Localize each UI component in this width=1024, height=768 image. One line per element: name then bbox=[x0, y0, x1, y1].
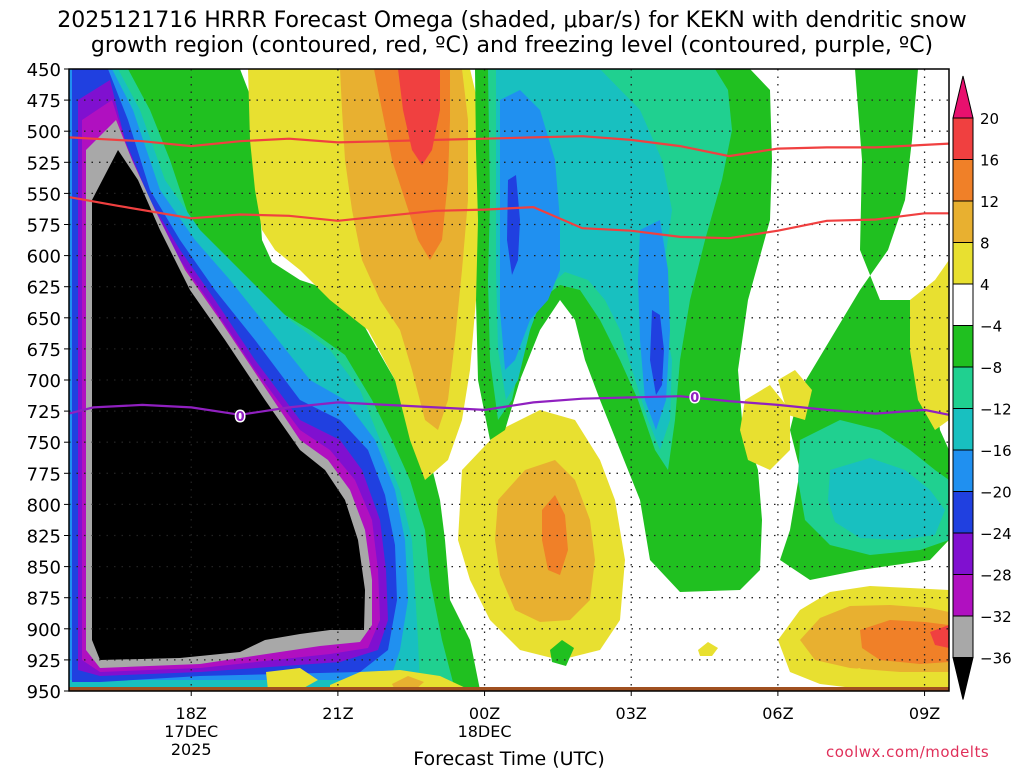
colorbar-label: −12 bbox=[980, 401, 1012, 419]
colorbar-label: 12 bbox=[980, 193, 999, 211]
colorbar-label: 20 bbox=[980, 110, 999, 128]
y-tick-label: 475 bbox=[27, 91, 61, 112]
colorbar-label: −24 bbox=[980, 525, 1012, 543]
freezing-level-line bbox=[68, 395, 950, 416]
colorbar-label: −28 bbox=[980, 567, 1012, 585]
colorbar-under-arrow bbox=[952, 657, 974, 700]
x-tick-label: 18Z bbox=[176, 704, 207, 723]
x-tick-date-label: 18DEC bbox=[458, 722, 512, 741]
freezing-level-label: 0 bbox=[690, 391, 699, 406]
chart-title-line2: growth region (contoured, red, ºC) and f… bbox=[90, 33, 934, 58]
dendritic-growth-line bbox=[68, 196, 949, 240]
x-axis-label: Forecast Time (UTC) bbox=[413, 748, 604, 768]
x-tick-date-label: 17DEC bbox=[164, 722, 218, 741]
colorbar-bin bbox=[952, 325, 974, 368]
y-tick-label: 825 bbox=[27, 527, 61, 548]
y-tick-label: 725 bbox=[27, 402, 61, 423]
colorbar-bin bbox=[952, 117, 974, 160]
y-tick-label: 775 bbox=[27, 464, 61, 485]
y-tick-label: 700 bbox=[27, 371, 61, 392]
freezing-level-label: 0 bbox=[236, 410, 245, 425]
colorbar-bin bbox=[952, 242, 974, 285]
x-tick-year-label: 2025 bbox=[171, 740, 212, 759]
colorbar-bin bbox=[952, 283, 974, 326]
y-tick-label: 450 bbox=[27, 60, 61, 81]
colorbar-bin bbox=[952, 200, 974, 243]
y-tick-label: 500 bbox=[27, 122, 61, 143]
colorbar-label: −32 bbox=[980, 608, 1012, 626]
y-tick-label: 650 bbox=[27, 309, 61, 330]
credit-text: coolwx.com/modelts bbox=[826, 743, 990, 761]
y-tick-label: 925 bbox=[27, 651, 61, 672]
colorbar: 20 16 12 8 4 −4 −8 −12 −16 −20 −24 −28 −32 −36 bbox=[952, 75, 1012, 700]
colorbar-bin bbox=[952, 408, 974, 451]
y-tick-label: 875 bbox=[27, 589, 61, 610]
omega-shading bbox=[69, 69, 949, 691]
y-tick-label: 525 bbox=[27, 153, 61, 174]
colorbar-label: −20 bbox=[980, 484, 1012, 502]
chart-grid bbox=[69, 69, 949, 691]
colorbar-over-arrow bbox=[952, 75, 974, 119]
y-tick-label: 850 bbox=[27, 558, 61, 579]
colorbar-label: −8 bbox=[980, 359, 1002, 377]
colorbar-label: 8 bbox=[980, 235, 990, 253]
colorbar-bin bbox=[952, 491, 974, 534]
colorbar-bin bbox=[952, 532, 974, 575]
x-tick-label: 03Z bbox=[616, 704, 647, 723]
plot-frame bbox=[68, 68, 950, 692]
colorbar-bin bbox=[952, 366, 974, 409]
dendritic-growth-line bbox=[68, 135, 950, 158]
colorbar-label: −4 bbox=[980, 318, 1002, 336]
y-tick-label: 750 bbox=[27, 433, 61, 454]
x-tick-label: 00Z bbox=[469, 704, 500, 723]
chart-axes: 450 475 500 525 550 575 600 625 650 675 700 725 750 7… bbox=[27, 60, 950, 759]
colorbar-bin bbox=[952, 449, 974, 492]
y-tick-label: 675 bbox=[27, 340, 61, 361]
y-tick-label: 550 bbox=[27, 184, 61, 205]
contour-lines: 00 bbox=[68, 135, 950, 426]
colorbar-label: 16 bbox=[980, 152, 999, 170]
y-tick-label: 900 bbox=[27, 620, 61, 641]
x-tick-label: 06Z bbox=[762, 704, 793, 723]
y-tick-label: 575 bbox=[27, 216, 61, 237]
colorbar-bin bbox=[952, 615, 974, 658]
colorbar-bin bbox=[952, 574, 974, 617]
y-tick-label: 800 bbox=[27, 495, 61, 516]
y-tick-label: 625 bbox=[27, 278, 61, 299]
chart-title-line1: 2025121716 HRRR Forecast Omega (shaded, … bbox=[57, 8, 967, 33]
colorbar-label: −36 bbox=[980, 650, 1012, 668]
y-tick-label: 600 bbox=[27, 247, 61, 268]
colorbar-label: −16 bbox=[980, 442, 1012, 460]
colorbar-bin bbox=[952, 159, 974, 202]
y-tick-label: 950 bbox=[27, 682, 61, 703]
x-tick-label: 21Z bbox=[322, 704, 353, 723]
x-tick-label: 09Z bbox=[909, 704, 940, 723]
colorbar-label: 4 bbox=[980, 276, 990, 294]
